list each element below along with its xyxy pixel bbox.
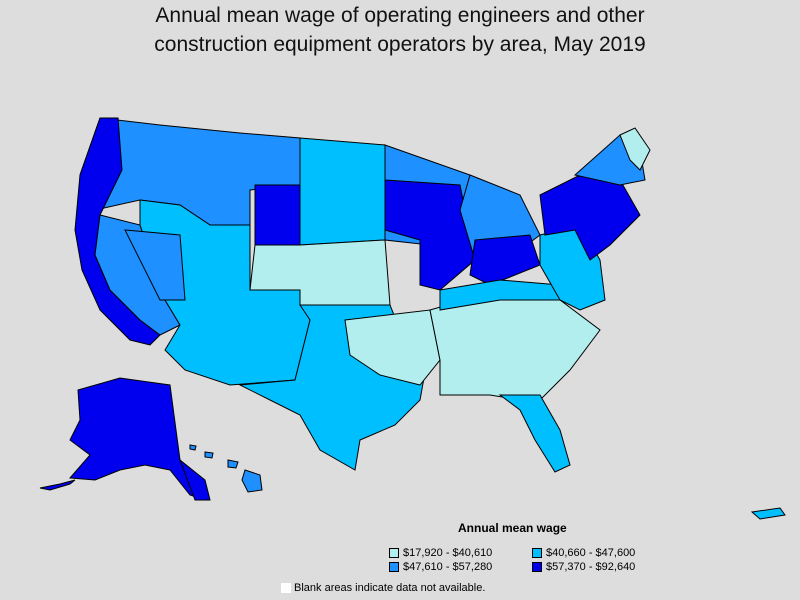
legend-swatch-tier4	[532, 562, 542, 572]
map-title: Annual mean wage of operating engineers …	[0, 0, 800, 59]
region-alaska	[68, 377, 206, 501]
region-ohio-valley	[469, 234, 541, 286]
region-hawaii-maui	[227, 459, 239, 469]
region-puerto-rico	[750, 507, 786, 520]
legend-label-tier4: $57,370 - $92,640	[546, 561, 636, 573]
legend-swatch-tier2	[532, 548, 542, 558]
legend-label-tier2: $40,660 - $47,600	[546, 547, 636, 559]
legend-item-tier2: $40,660 - $47,600	[532, 547, 635, 559]
blank-swatch	[281, 583, 291, 593]
region-alaska-panhandle	[178, 458, 211, 501]
legend-label-tier3: $47,610 - $57,280	[403, 561, 493, 573]
legend-swatch-tier3	[389, 562, 399, 572]
blank-areas-note-text: Blank areas indicate data not available.	[294, 582, 486, 594]
region-northern-plains	[299, 137, 386, 246]
map-title-line-1: Annual mean wage of operating engineers …	[155, 4, 645, 27]
region-maine	[619, 127, 651, 171]
contiguous-us	[74, 117, 651, 473]
legend-swatch-tier1	[389, 548, 399, 558]
region-aleutians	[39, 479, 76, 491]
region-great-lakes	[384, 179, 476, 291]
region-nevada	[124, 229, 186, 301]
legend-item-tier4: $57,370 - $92,640	[532, 561, 635, 573]
map-title-line-2: construction equipment operators by area…	[154, 33, 646, 56]
legend-item-tier1: $17,920 - $40,610	[389, 547, 492, 559]
region-wyoming	[254, 184, 301, 246]
legend-label-tier1: $17,920 - $40,610	[403, 547, 493, 559]
alaska	[39, 377, 211, 501]
region-hawaii-kauai	[189, 444, 197, 451]
region-hawaii-big-island	[241, 469, 263, 493]
blank-areas-note: Blank areas indicate data not available.	[281, 582, 485, 594]
legend-title: Annual mean wage	[458, 521, 567, 535]
legend-item-tier3: $47,610 - $57,280	[389, 561, 492, 573]
region-hawaii-oahu	[204, 451, 214, 459]
hawaii	[189, 444, 263, 493]
region-florida	[498, 394, 571, 473]
